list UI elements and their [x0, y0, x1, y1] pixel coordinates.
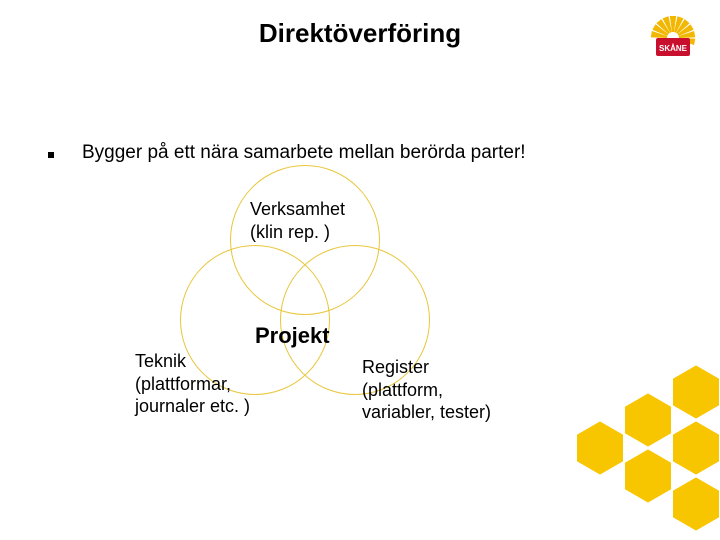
svg-text:SKÅNE: SKÅNE [659, 44, 688, 53]
hexagon-4 [672, 420, 720, 475]
slide: { "title": { "text": "Direktöverföring",… [0, 0, 720, 540]
venn-label-right: Register (plattform, variabler, tester) [362, 356, 491, 424]
venn-label-left-line1: Teknik [135, 351, 186, 371]
skane-logo-svg: SKÅNE [642, 10, 702, 62]
bullet-text: Bygger på ett nära samarbete mellan berö… [82, 142, 526, 164]
venn-label-top-line2: (klin rep. ) [250, 222, 330, 242]
bullet-row: Bygger på ett nära samarbete mellan berö… [48, 142, 526, 164]
venn-label-top: Verksamhet (klin rep. ) [250, 198, 345, 243]
venn-label-right-line2: (plattform, [362, 380, 443, 400]
venn-label-right-line1: Register [362, 357, 429, 377]
hexagon-5 [672, 476, 720, 531]
skane-logo: SKÅNE [642, 10, 702, 62]
hexagon-2 [624, 448, 672, 503]
venn-label-right-line3: variabler, tester) [362, 402, 491, 422]
venn-label-left-line3: journaler etc. ) [135, 396, 250, 416]
bullet-marker [48, 152, 54, 158]
venn-label-center: Projekt [255, 323, 330, 349]
hexagon-0 [576, 420, 624, 475]
hexagon-1 [624, 392, 672, 447]
hexagon-3 [672, 364, 720, 419]
slide-title: Direktöverföring [0, 18, 720, 49]
venn-label-top-line1: Verksamhet [250, 199, 345, 219]
venn-label-left-line2: (plattformar, [135, 374, 231, 394]
venn-label-left: Teknik (plattformar, journaler etc. ) [135, 350, 250, 418]
